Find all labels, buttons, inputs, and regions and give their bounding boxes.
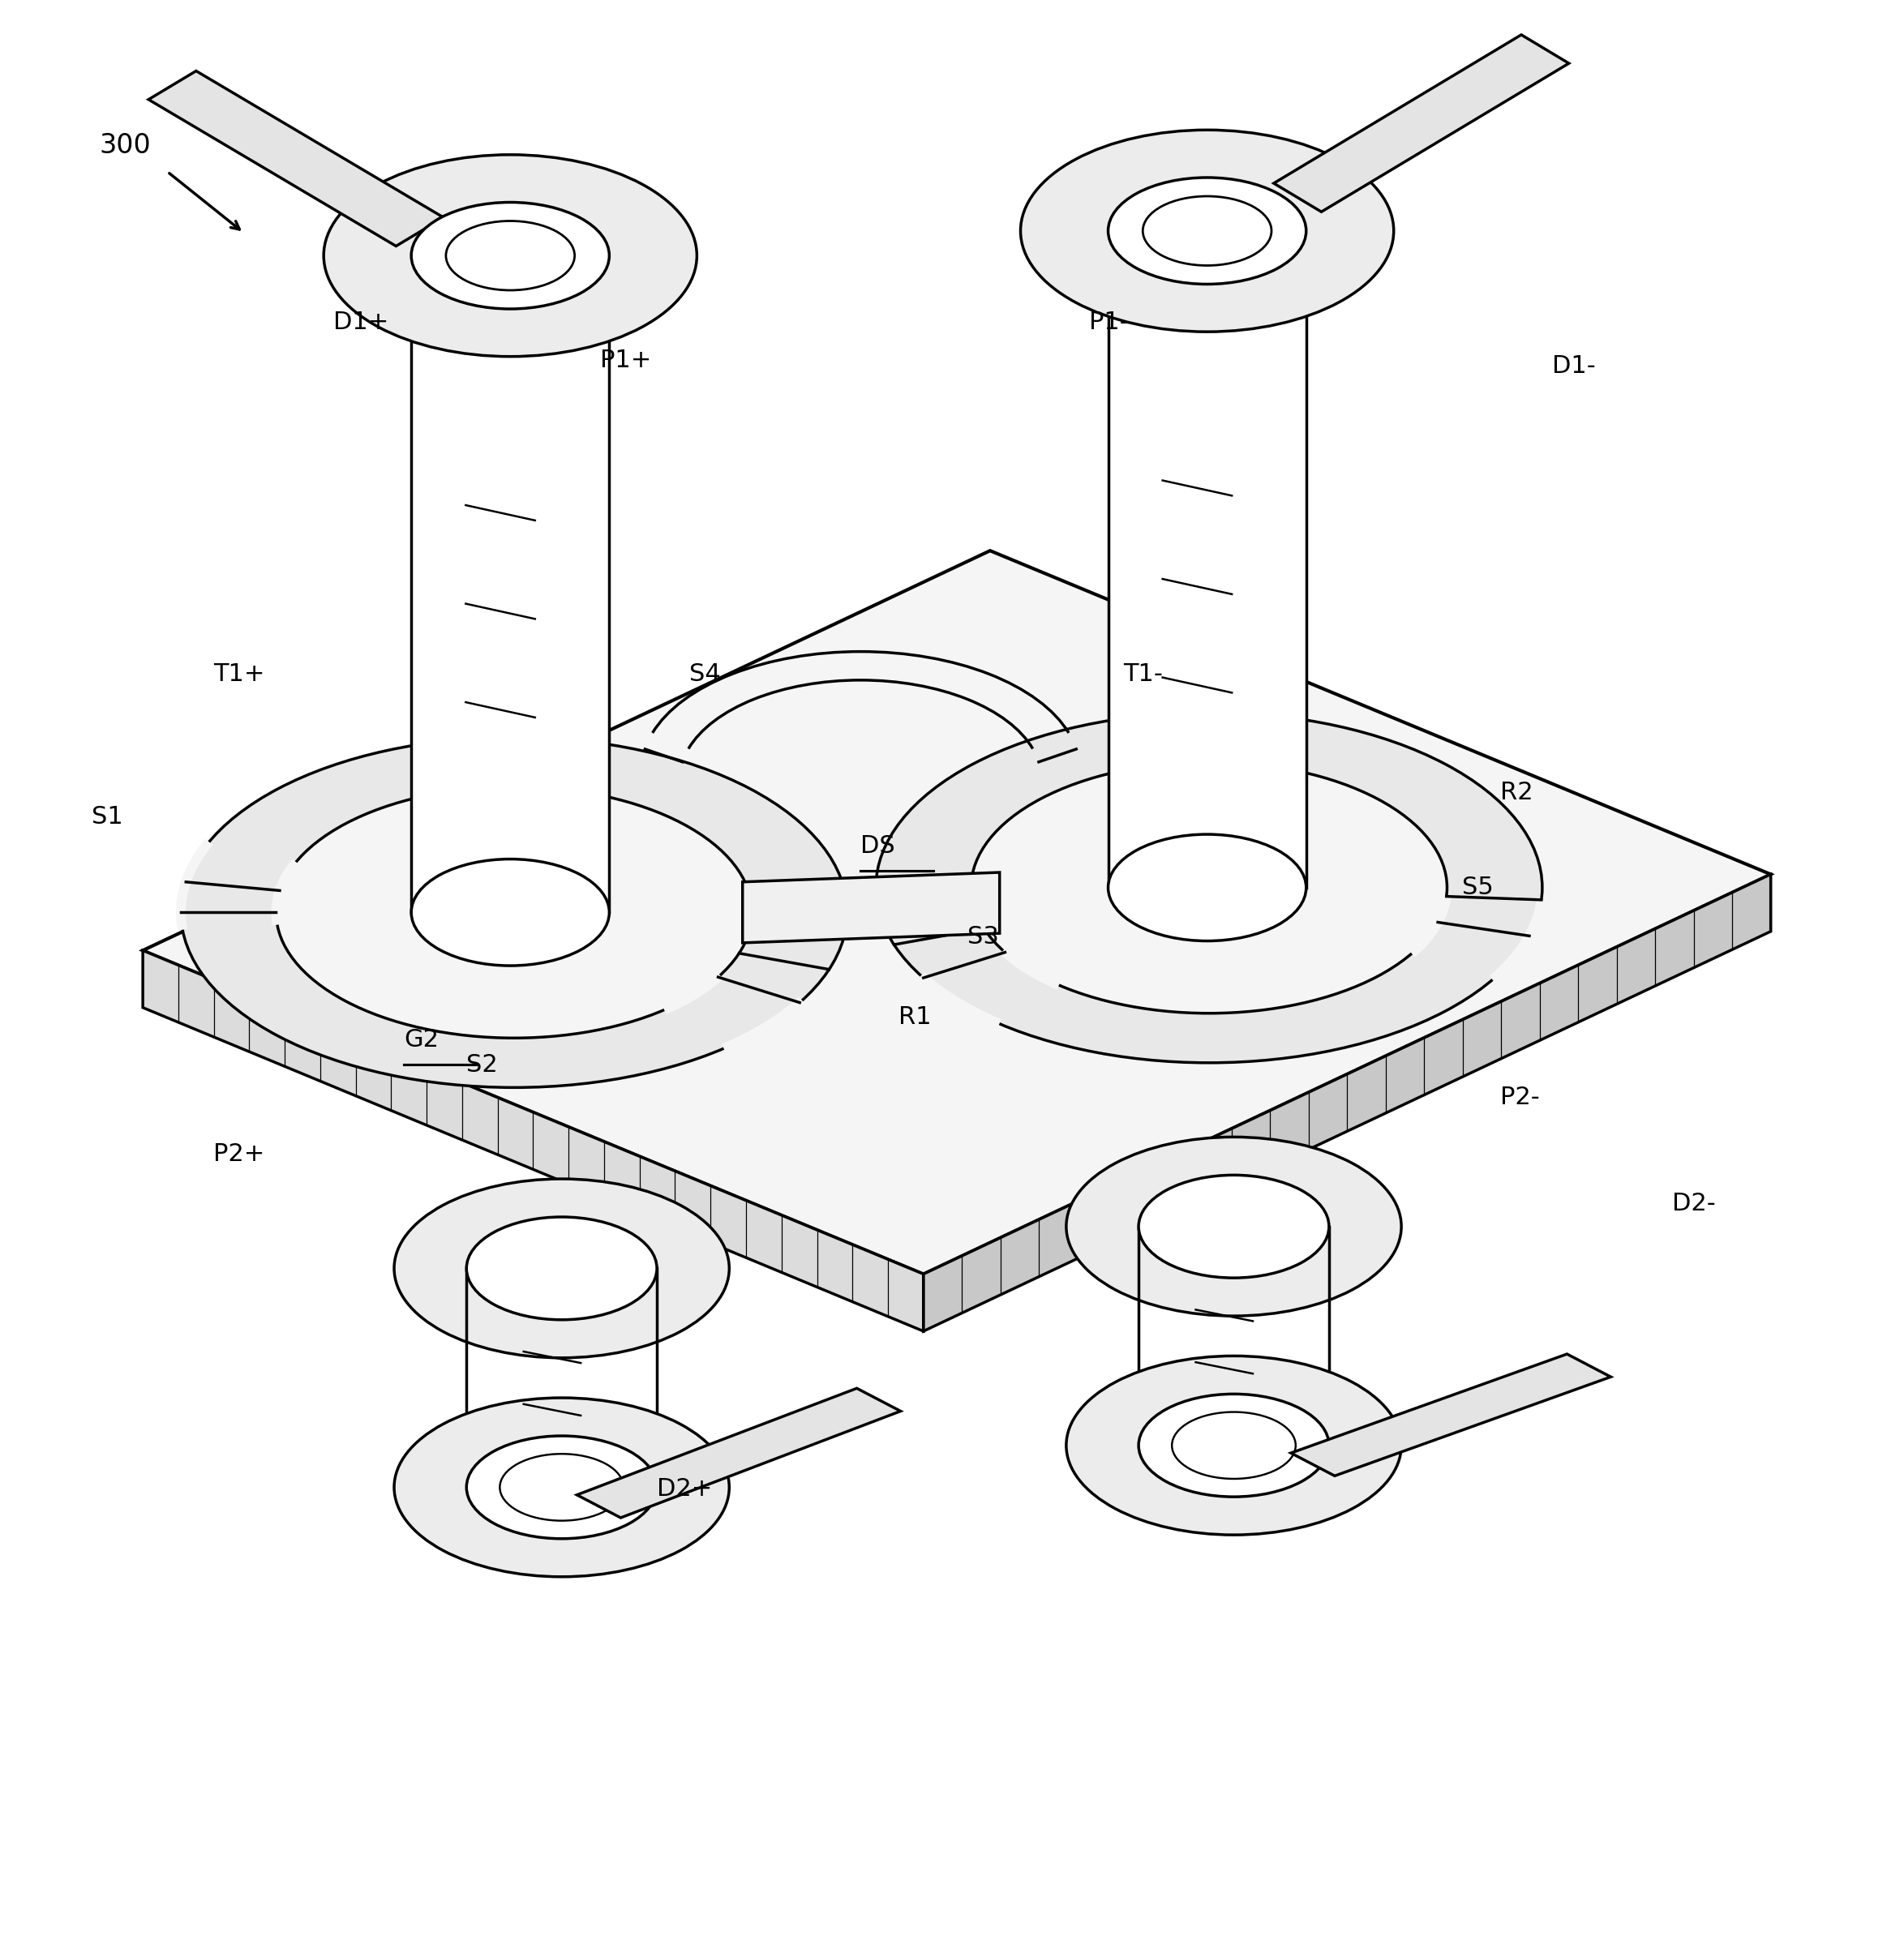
Ellipse shape bbox=[446, 221, 575, 290]
Text: R1: R1 bbox=[899, 1004, 931, 1028]
Ellipse shape bbox=[1066, 1138, 1401, 1316]
Text: P2+: P2+ bbox=[213, 1142, 265, 1165]
Ellipse shape bbox=[1066, 1357, 1401, 1535]
Text: T1-: T1- bbox=[1123, 662, 1163, 685]
Text: P2-: P2- bbox=[1500, 1085, 1540, 1108]
Ellipse shape bbox=[1021, 129, 1394, 331]
Ellipse shape bbox=[181, 738, 847, 1087]
Ellipse shape bbox=[1171, 1412, 1295, 1478]
Polygon shape bbox=[143, 550, 1771, 1275]
Polygon shape bbox=[923, 875, 1771, 1331]
Ellipse shape bbox=[276, 787, 752, 1038]
Text: S4: S4 bbox=[689, 662, 722, 685]
Text: 300: 300 bbox=[99, 131, 150, 159]
Ellipse shape bbox=[1139, 1394, 1329, 1496]
Text: D1+: D1+ bbox=[333, 311, 388, 335]
Polygon shape bbox=[743, 873, 1000, 944]
Ellipse shape bbox=[971, 762, 1447, 1014]
Text: P1-: P1- bbox=[1089, 311, 1129, 335]
Text: G2: G2 bbox=[404, 1028, 438, 1051]
Text: D2+: D2+ bbox=[657, 1478, 712, 1502]
Text: S1: S1 bbox=[91, 805, 124, 828]
Ellipse shape bbox=[499, 1455, 623, 1521]
Text: S2: S2 bbox=[466, 1053, 499, 1077]
Text: R2: R2 bbox=[1500, 781, 1533, 805]
Polygon shape bbox=[577, 1388, 901, 1517]
Ellipse shape bbox=[876, 713, 1542, 1063]
Polygon shape bbox=[411, 256, 609, 912]
Polygon shape bbox=[149, 70, 444, 247]
Ellipse shape bbox=[1139, 1175, 1329, 1279]
Ellipse shape bbox=[466, 1435, 657, 1539]
Text: S3: S3 bbox=[967, 926, 1000, 950]
Ellipse shape bbox=[324, 155, 697, 356]
Ellipse shape bbox=[466, 1218, 657, 1320]
Text: T1+: T1+ bbox=[213, 662, 265, 685]
Text: D1-: D1- bbox=[1552, 354, 1596, 378]
Ellipse shape bbox=[411, 860, 609, 965]
Ellipse shape bbox=[394, 1398, 729, 1576]
Text: P1+: P1+ bbox=[600, 349, 651, 372]
Text: D2-: D2- bbox=[1672, 1192, 1716, 1216]
Polygon shape bbox=[1108, 231, 1306, 887]
Ellipse shape bbox=[1142, 196, 1272, 266]
Polygon shape bbox=[143, 950, 923, 1331]
Ellipse shape bbox=[1108, 834, 1306, 942]
Polygon shape bbox=[1274, 35, 1569, 211]
Polygon shape bbox=[1291, 1355, 1611, 1476]
Ellipse shape bbox=[394, 1179, 729, 1357]
Text: S5: S5 bbox=[1462, 875, 1495, 899]
Ellipse shape bbox=[411, 202, 609, 309]
Ellipse shape bbox=[1108, 178, 1306, 284]
Text: DS: DS bbox=[861, 834, 895, 858]
